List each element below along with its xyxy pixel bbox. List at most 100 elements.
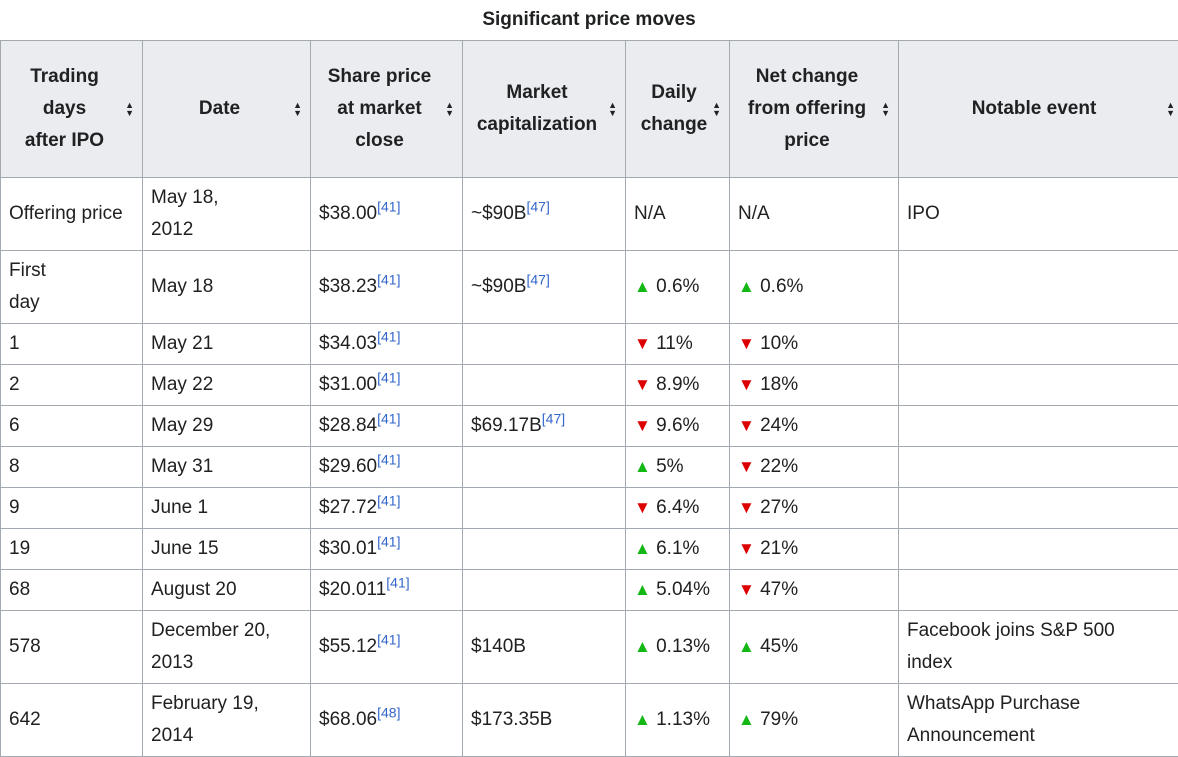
column-header[interactable]: Date ▲▼ (143, 41, 311, 178)
citation-link[interactable]: [47] (526, 272, 549, 288)
citation-link[interactable]: [41] (377, 370, 400, 386)
citation-link[interactable]: [41] (377, 199, 400, 215)
column-header[interactable]: Daily change▲▼ (626, 41, 730, 178)
column-header[interactable]: Notable event▲▼ (899, 41, 1178, 178)
column-header[interactable]: Share price at market close ▲▼ (311, 41, 463, 178)
daily-change-cell: ▼ 9.6% (626, 406, 730, 447)
market-cap-cell (463, 488, 626, 529)
share-price-cell: $28.84[41] (311, 406, 463, 447)
market-cap-cell: ~$90B[47] (463, 251, 626, 324)
daily-change-cell: N/A (626, 178, 730, 251)
share-price-cell-value: $68.06 (319, 709, 377, 730)
citation-link[interactable]: [41] (377, 329, 400, 345)
column-header[interactable]: Net change from offering price▲▼ (730, 41, 899, 178)
daily-change-cell: ▲ 0.13% (626, 611, 730, 684)
column-header[interactable]: Market capitalization ▲▼ (463, 41, 626, 178)
share-price-cell: $31.00[41] (311, 365, 463, 406)
date-cell: May 21 (143, 324, 311, 365)
increase-arrow-icon: ▲ (634, 277, 651, 296)
increase-arrow-icon: ▲ (634, 457, 651, 476)
column-header-label: Market capitalization (471, 77, 603, 141)
net-change-cell-value: 22% (760, 456, 798, 477)
net-change-cell: N/A (730, 178, 899, 251)
sort-arrows-icon[interactable]: ▲▼ (608, 101, 617, 117)
date-cell: December 20, 2013 (143, 611, 311, 684)
daily-change-cell-value: N/A (634, 203, 666, 224)
date-cell: May 29 (143, 406, 311, 447)
decrease-arrow-icon: ▼ (738, 457, 755, 476)
daily-change-cell-value: 1.13% (656, 709, 710, 730)
notable-event-value: WhatsApp Purchase Announcement (907, 688, 1137, 752)
share-price-cell: $55.12[41] (311, 611, 463, 684)
net-change-cell-value: N/A (738, 203, 770, 224)
trading-days-cell: 6 (1, 406, 143, 447)
date-cell: May 18, 2012 (143, 178, 311, 251)
market-cap-cell-value: ~$90B (471, 276, 526, 297)
net-change-cell: ▲ 0.6% (730, 251, 899, 324)
citation-link[interactable]: [41] (377, 411, 400, 427)
column-header-label: Share price at market close (320, 61, 440, 157)
daily-change-cell-value: 0.13% (656, 636, 710, 657)
share-price-cell: $27.72[41] (311, 488, 463, 529)
decrease-arrow-icon: ▼ (634, 334, 651, 353)
citation-link[interactable]: [41] (377, 272, 400, 288)
citation-link[interactable]: [41] (386, 575, 409, 591)
citation-link[interactable]: [48] (377, 705, 400, 721)
share-price-cell-value: $29.60 (319, 456, 377, 477)
sort-arrows-icon[interactable]: ▲▼ (1166, 101, 1175, 117)
net-change-cell: ▼ 24% (730, 406, 899, 447)
decrease-arrow-icon: ▼ (738, 375, 755, 394)
citation-link[interactable]: [47] (542, 411, 565, 427)
market-cap-cell (463, 365, 626, 406)
daily-change-cell-value: 8.9% (656, 374, 699, 395)
share-price-cell-value: $34.03 (319, 333, 377, 354)
market-cap-cell-value: $140B (471, 636, 526, 657)
decrease-arrow-icon: ▼ (634, 498, 651, 517)
column-header-label: Date (151, 93, 288, 125)
citation-link[interactable]: [41] (377, 493, 400, 509)
market-cap-cell: $173.35B (463, 684, 626, 757)
increase-arrow-icon: ▲ (634, 710, 651, 729)
net-change-cell: ▲ 79% (730, 684, 899, 757)
sort-arrows-icon[interactable]: ▲▼ (881, 101, 890, 117)
notable-event-value: Facebook joins S&P 500 index (907, 615, 1137, 679)
sort-arrows-icon[interactable]: ▲▼ (445, 101, 454, 117)
date-cell: February 19, 2014 (143, 684, 311, 757)
net-change-cell-value: 24% (760, 415, 798, 436)
net-change-cell: ▼ 21% (730, 529, 899, 570)
trading-days-cell: 642 (1, 684, 143, 757)
notable-event-cell (899, 365, 1178, 406)
citation-link[interactable]: [41] (377, 534, 400, 550)
decrease-arrow-icon: ▼ (738, 334, 755, 353)
market-cap-cell: $140B (463, 611, 626, 684)
increase-arrow-icon: ▲ (634, 580, 651, 599)
citation-link[interactable]: [41] (377, 632, 400, 648)
header-row: Trading days after IPO▲▼Date▲▼Share pric… (1, 41, 1178, 178)
market-cap-cell-value: $173.35B (471, 709, 552, 730)
column-header[interactable]: Trading days after IPO ▲▼ (1, 41, 143, 178)
sort-arrows-icon[interactable]: ▲▼ (293, 101, 302, 117)
trading-days-cell: 9 (1, 488, 143, 529)
share-price-cell: $38.23[41] (311, 251, 463, 324)
sort-arrows-icon[interactable]: ▲▼ (125, 101, 134, 117)
date-cell: May 18 (143, 251, 311, 324)
decrease-arrow-icon: ▼ (738, 539, 755, 558)
daily-change-cell-value: 6.1% (656, 538, 699, 559)
sort-arrows-icon[interactable]: ▲▼ (712, 101, 721, 117)
net-change-cell: ▼ 22% (730, 447, 899, 488)
notable-event-cell (899, 324, 1178, 365)
notable-event-cell: WhatsApp Purchase Announcement (899, 684, 1178, 757)
notable-event-cell: Facebook joins S&P 500 index (899, 611, 1178, 684)
net-change-cell-value: 18% (760, 374, 798, 395)
daily-change-cell-value: 6.4% (656, 497, 699, 518)
citation-link[interactable]: [41] (377, 452, 400, 468)
increase-arrow-icon: ▲ (738, 710, 755, 729)
column-header-label: Trading days after IPO (25, 61, 105, 157)
decrease-arrow-icon: ▼ (738, 498, 755, 517)
citation-link[interactable]: [47] (526, 199, 549, 215)
notable-event-cell (899, 570, 1178, 611)
date-cell: May 22 (143, 365, 311, 406)
date-cell: June 1 (143, 488, 311, 529)
